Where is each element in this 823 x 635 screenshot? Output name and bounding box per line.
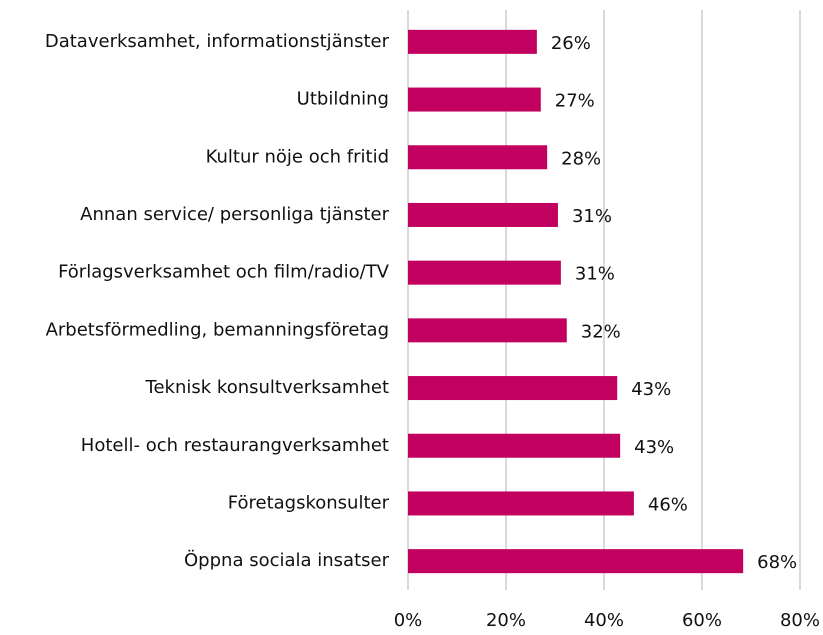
- y-tick-label: Teknisk konsultverksamhet: [145, 377, 389, 398]
- value-label: 46%: [648, 494, 688, 515]
- bar: [408, 260, 561, 285]
- bar: [408, 549, 744, 574]
- value-label: 31%: [575, 264, 615, 285]
- bar: [408, 87, 541, 112]
- y-tick-label: Utbildning: [297, 89, 389, 110]
- y-tick-label: Förlagsverksamhet och film/radio/TV: [58, 262, 390, 283]
- value-label: 28%: [561, 148, 601, 169]
- x-tick-label: 40%: [584, 610, 624, 631]
- y-tick-label: Arbetsförmedling, bemanningsföretag: [46, 319, 389, 340]
- y-tick-label: Dataverksamhet, informationstjänster: [45, 31, 390, 52]
- x-tick-label: 80%: [780, 610, 820, 631]
- y-tick-label: Företagskonsulter: [228, 492, 390, 513]
- bar: [408, 318, 567, 343]
- value-label: 68%: [757, 552, 797, 573]
- y-tick-label: Kultur nöje och fritid: [206, 146, 389, 167]
- bar: [408, 145, 548, 170]
- x-tick-label: 60%: [682, 610, 722, 631]
- bar: [408, 491, 634, 516]
- bar: [408, 202, 558, 227]
- value-label: 43%: [634, 437, 674, 458]
- bar: [408, 376, 618, 401]
- bar: [408, 29, 537, 54]
- value-label: 27%: [555, 91, 595, 112]
- y-tick-label: Öppna sociala insatser: [184, 549, 390, 571]
- value-label: 32%: [581, 321, 621, 342]
- y-tick-label: Hotell- och restaurangverksamhet: [81, 435, 389, 456]
- x-tick-label: 20%: [486, 610, 526, 631]
- value-label: 43%: [631, 379, 671, 400]
- x-tick-label: 0%: [394, 610, 423, 631]
- bar: [408, 433, 621, 458]
- y-tick-label: Annan service/ personliga tjänster: [80, 204, 389, 225]
- value-label: 26%: [551, 33, 591, 54]
- value-label: 31%: [572, 206, 612, 227]
